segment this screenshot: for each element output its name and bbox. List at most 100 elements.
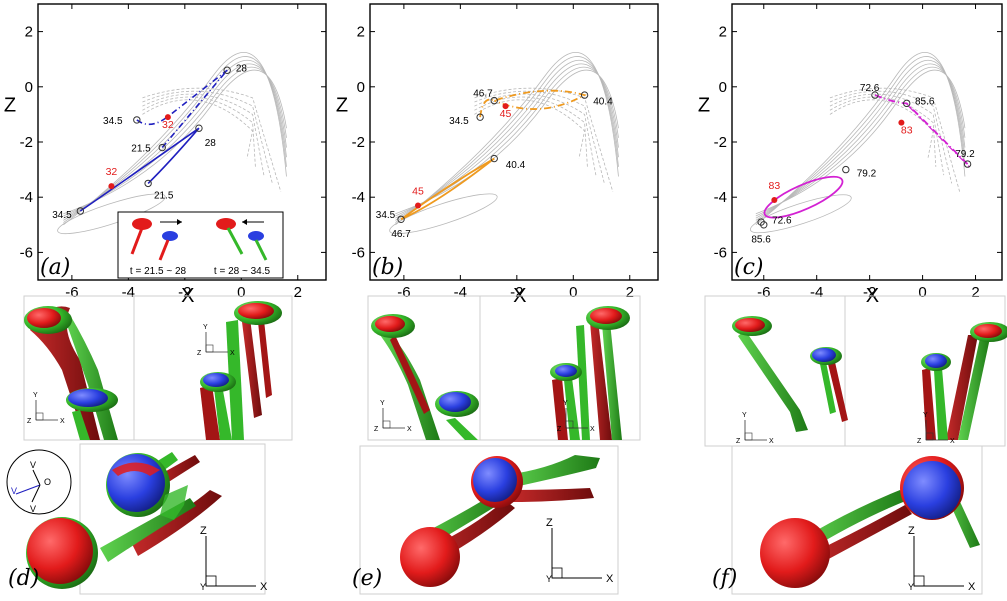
time-label: 46.7: [391, 229, 411, 240]
time-label: 79.2: [857, 168, 877, 179]
coordinate-triads: Y Z X Y Z X Y Z X Y Z X Y Z X Y Z X Z Y X Z Y X Z Y X: [27, 324, 976, 593]
time-label: 21.5: [154, 190, 174, 201]
triad-label: Z: [557, 426, 562, 433]
z-tick-label: -6: [20, 244, 33, 261]
time-marker: [195, 124, 203, 132]
x-tick-label: 2: [294, 284, 302, 301]
z-tick-label: 2: [25, 24, 33, 41]
z-axis-label: Z: [4, 95, 16, 117]
x-tick-label: 2: [626, 284, 634, 301]
inset-blue-vortex: [248, 231, 264, 241]
triad-label: X: [260, 581, 268, 593]
z-tick-label: 2: [357, 24, 365, 41]
x-tick-label: -2: [510, 284, 523, 301]
trace-curve: [63, 52, 287, 226]
triad-label: Y: [203, 324, 208, 331]
inset-green-tail: [226, 227, 244, 255]
inset-green-tail: [254, 239, 268, 261]
inset-red-vortex: [216, 218, 236, 230]
red-time-label: 45: [412, 185, 424, 197]
x-tick-label: -4: [810, 284, 823, 301]
x-tick-label: -6: [757, 284, 770, 301]
time-marker: [871, 91, 879, 99]
time-marker: [963, 160, 972, 168]
trace-curve: [57, 193, 166, 235]
triad-label: X: [230, 350, 235, 357]
subfigure-label: (b): [372, 255, 403, 280]
vortex-render-a2: [200, 301, 282, 440]
triad-box: [913, 575, 925, 587]
trace-curve: [474, 87, 614, 192]
z-tick-label: -2: [714, 134, 727, 151]
time-label: 40.4: [593, 97, 613, 108]
velocity-diagram: V O V V: [6, 449, 72, 515]
trace-curve: [755, 63, 966, 219]
trace-curve: [829, 87, 961, 192]
time-label: 46.7: [473, 88, 493, 99]
time-label: 34.5: [103, 116, 123, 127]
triad-label: Y: [908, 582, 914, 592]
triad-label: X: [60, 418, 65, 425]
inset-caption: t = 21.5 ~ 28: [130, 266, 187, 277]
subfigure-label-d: (d): [8, 566, 39, 591]
trajectory-solid: [79, 127, 200, 212]
time-label: 72.6: [860, 83, 880, 94]
inset-arrowhead: [242, 219, 247, 225]
z-tick-label: -2: [352, 134, 365, 151]
triad-label: X: [590, 426, 595, 433]
inset-caption: t = 28 ~ 34.5: [214, 266, 271, 277]
panel-c-plot: -6 -4 -2 0 220-2-4-6XZ(c)72.685.679.279.272.…: [698, 3, 1003, 307]
triad-label: Z: [917, 438, 922, 445]
trace-curve: [755, 52, 966, 226]
triad-label: Y: [380, 400, 385, 407]
triad-label: Z: [27, 418, 32, 425]
trace-curve: [63, 66, 287, 217]
triad-label: Y: [200, 582, 206, 592]
inset-red-tail: [158, 239, 170, 261]
triad-label: Z: [197, 350, 202, 357]
trace-curve: [395, 69, 619, 215]
triad-label: Y: [742, 412, 747, 419]
trace-curve: [63, 69, 287, 215]
vortex-render-b1: [371, 314, 479, 440]
panel-a-plot: -6 -4 -2 0 220-2-4-6XZ(a)2834.52821.521.534.…: [4, 3, 327, 307]
inset-red-tail: [130, 227, 144, 255]
inset-blue-vortex: [162, 231, 178, 241]
z-tick-label: 0: [25, 79, 33, 96]
z-tick-label: 2: [719, 24, 727, 41]
triad-label: X: [968, 581, 976, 593]
x-tick-label: -4: [454, 284, 467, 301]
triad-box: [565, 420, 574, 429]
triad-label: Y: [546, 574, 552, 584]
red-marker: [164, 114, 171, 121]
vortex-render-b2: [550, 306, 630, 440]
time-label: 72.6: [772, 215, 792, 226]
trace-curve: [395, 66, 619, 217]
trajectory-solid: [763, 175, 844, 219]
trace-curve: [142, 90, 273, 184]
vortex-render-a1: [24, 306, 118, 440]
trace-curve: [389, 193, 498, 235]
time-label: 34.5: [52, 210, 72, 221]
z-tick-label: -6: [352, 244, 365, 261]
time-marker: [842, 165, 850, 174]
triad-box: [744, 432, 753, 441]
z-axis-label: Z: [336, 95, 348, 117]
x-tick-label: 2: [971, 284, 979, 301]
trace-curve: [474, 90, 605, 184]
triad-label: Z: [374, 426, 379, 433]
time-marker: [903, 99, 911, 108]
subfigure-label: (c): [734, 255, 764, 280]
trace-curve: [142, 93, 265, 176]
trajectory-solid: [400, 157, 495, 221]
red-marker: [502, 103, 509, 110]
trajectory-dashdot: [479, 89, 587, 118]
velocity-label: V: [30, 504, 36, 514]
z-tick-label: -4: [352, 189, 365, 206]
time-label: 28: [236, 63, 248, 74]
triad-label: X: [407, 426, 412, 433]
render-frame: [359, 445, 619, 595]
time-marker: [490, 154, 498, 163]
trajectory-solid: [147, 127, 200, 184]
